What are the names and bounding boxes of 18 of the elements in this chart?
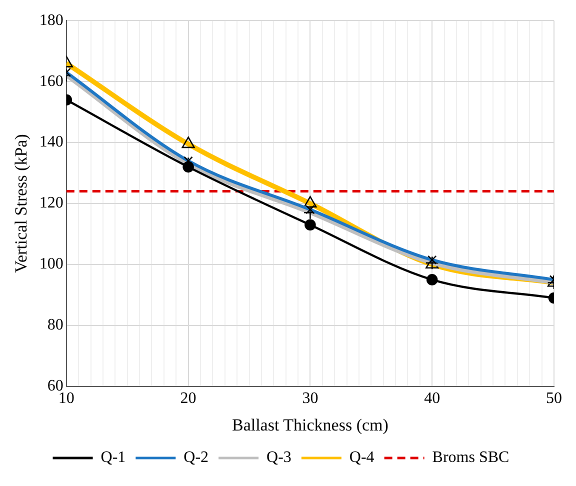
y-tick-label: 160 <box>39 72 64 90</box>
legend-label: Q-2 <box>184 449 209 466</box>
x-tick-label: 20 <box>180 390 196 408</box>
legend-label: Q-3 <box>266 449 292 466</box>
x-tick-label: 50 <box>546 390 562 408</box>
legend-label: Broms SBC <box>432 449 510 466</box>
y-tick-label: 140 <box>39 134 64 151</box>
y-tick-label: 120 <box>39 194 64 212</box>
x-tick-label: 40 <box>424 390 440 408</box>
y-tick-label: 100 <box>39 256 64 273</box>
x-axis-title: Ballast Thickness (cm) <box>232 415 388 434</box>
y-tick-label: 80 <box>47 316 64 334</box>
y-axis-title: Vertical Stress (kPa) <box>12 134 31 273</box>
x-tick-label: 10 <box>58 390 74 408</box>
x-tick-label: 30 <box>302 390 318 408</box>
legend-label: Q-1 <box>100 449 126 466</box>
y-tick-label: 180 <box>39 12 64 29</box>
legend-label: Q-4 <box>349 449 374 466</box>
